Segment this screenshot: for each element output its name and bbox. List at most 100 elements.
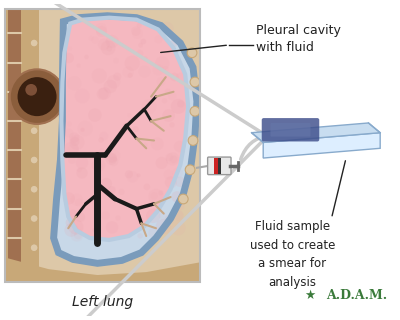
Circle shape <box>177 100 184 108</box>
Circle shape <box>95 23 107 35</box>
Circle shape <box>156 219 171 234</box>
Circle shape <box>115 215 120 220</box>
Polygon shape <box>252 123 380 142</box>
FancyBboxPatch shape <box>208 157 231 175</box>
Circle shape <box>173 210 184 221</box>
Circle shape <box>89 36 94 41</box>
FancyBboxPatch shape <box>270 123 310 137</box>
Circle shape <box>136 50 144 57</box>
Circle shape <box>96 26 107 37</box>
Circle shape <box>190 106 200 116</box>
Circle shape <box>158 190 163 195</box>
Circle shape <box>170 73 179 81</box>
Circle shape <box>18 77 56 116</box>
Circle shape <box>91 36 99 44</box>
Circle shape <box>144 184 150 190</box>
Circle shape <box>106 154 117 165</box>
Text: ★: ★ <box>304 289 316 302</box>
Circle shape <box>113 73 121 81</box>
Circle shape <box>168 92 176 100</box>
Circle shape <box>69 135 84 150</box>
Circle shape <box>136 173 141 178</box>
Circle shape <box>30 98 38 105</box>
Circle shape <box>133 126 139 132</box>
Circle shape <box>97 88 108 100</box>
Circle shape <box>151 192 158 199</box>
Circle shape <box>75 199 83 206</box>
Circle shape <box>118 189 125 195</box>
Circle shape <box>68 220 84 235</box>
Circle shape <box>170 156 178 163</box>
Text: Fluid sample
used to create
a smear for
analysis: Fluid sample used to create a smear for … <box>250 220 335 289</box>
Circle shape <box>30 127 38 135</box>
Circle shape <box>108 186 116 194</box>
Circle shape <box>78 121 93 136</box>
Circle shape <box>10 69 64 124</box>
Circle shape <box>30 68 38 76</box>
Circle shape <box>171 99 186 114</box>
Polygon shape <box>5 9 200 282</box>
Circle shape <box>123 122 129 128</box>
Circle shape <box>157 77 166 86</box>
Circle shape <box>151 137 164 150</box>
Circle shape <box>153 64 164 76</box>
Circle shape <box>107 75 120 89</box>
Circle shape <box>175 177 185 187</box>
Circle shape <box>140 39 146 44</box>
Circle shape <box>67 122 72 126</box>
Circle shape <box>76 167 88 179</box>
Circle shape <box>132 28 143 39</box>
Circle shape <box>68 210 78 220</box>
Circle shape <box>76 156 88 169</box>
Circle shape <box>143 143 148 148</box>
Circle shape <box>77 168 82 172</box>
Circle shape <box>171 221 186 236</box>
Circle shape <box>131 27 140 36</box>
Circle shape <box>122 66 134 78</box>
Circle shape <box>98 38 110 51</box>
Circle shape <box>75 212 85 222</box>
Circle shape <box>127 171 138 183</box>
Circle shape <box>25 84 37 96</box>
Circle shape <box>128 73 133 78</box>
Circle shape <box>88 108 102 122</box>
Circle shape <box>30 39 38 47</box>
Circle shape <box>142 99 156 114</box>
Circle shape <box>63 192 75 204</box>
Circle shape <box>177 203 185 210</box>
Circle shape <box>160 22 174 35</box>
Polygon shape <box>8 9 22 282</box>
Circle shape <box>99 132 108 140</box>
Circle shape <box>109 157 118 166</box>
Circle shape <box>166 152 179 165</box>
Text: Left lung: Left lung <box>72 294 133 308</box>
Circle shape <box>148 228 158 238</box>
Circle shape <box>70 229 84 242</box>
Polygon shape <box>263 133 380 158</box>
Circle shape <box>162 109 175 122</box>
Circle shape <box>92 228 96 232</box>
Polygon shape <box>5 258 200 282</box>
Circle shape <box>138 66 151 78</box>
Circle shape <box>137 23 142 28</box>
Circle shape <box>187 48 197 58</box>
Circle shape <box>69 132 79 143</box>
Circle shape <box>106 221 118 234</box>
Text: A.D.A.M.: A.D.A.M. <box>326 289 388 302</box>
Circle shape <box>113 58 119 64</box>
Bar <box>218 158 221 174</box>
Circle shape <box>165 89 171 94</box>
Circle shape <box>67 76 82 91</box>
Circle shape <box>65 129 74 138</box>
Circle shape <box>100 178 112 189</box>
Circle shape <box>84 55 89 59</box>
Circle shape <box>106 35 119 48</box>
Circle shape <box>92 158 105 172</box>
Circle shape <box>30 185 38 193</box>
Circle shape <box>176 73 186 82</box>
Circle shape <box>185 165 195 175</box>
Circle shape <box>154 35 162 44</box>
Bar <box>214 158 218 174</box>
Circle shape <box>71 194 83 206</box>
Circle shape <box>124 56 140 71</box>
